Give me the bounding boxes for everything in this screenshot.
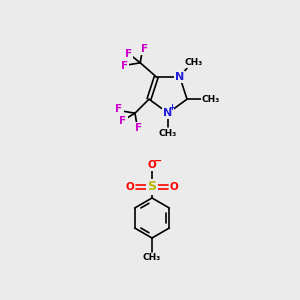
Text: N: N — [164, 108, 172, 118]
Text: S: S — [148, 181, 157, 194]
Text: O: O — [126, 182, 134, 192]
Text: N: N — [175, 72, 184, 82]
Text: F: F — [125, 49, 132, 59]
Text: O: O — [169, 182, 178, 192]
Text: F: F — [141, 44, 148, 54]
Text: F: F — [119, 116, 127, 126]
Text: −: − — [154, 156, 162, 166]
Text: CH₃: CH₃ — [184, 58, 203, 67]
Text: F: F — [135, 123, 142, 133]
Text: F: F — [116, 104, 122, 114]
Text: +: + — [169, 103, 176, 112]
Text: CH₃: CH₃ — [159, 128, 177, 137]
Text: CH₃: CH₃ — [202, 95, 220, 104]
Text: CH₃: CH₃ — [143, 254, 161, 262]
Text: F: F — [121, 61, 128, 71]
Text: O: O — [148, 160, 156, 170]
